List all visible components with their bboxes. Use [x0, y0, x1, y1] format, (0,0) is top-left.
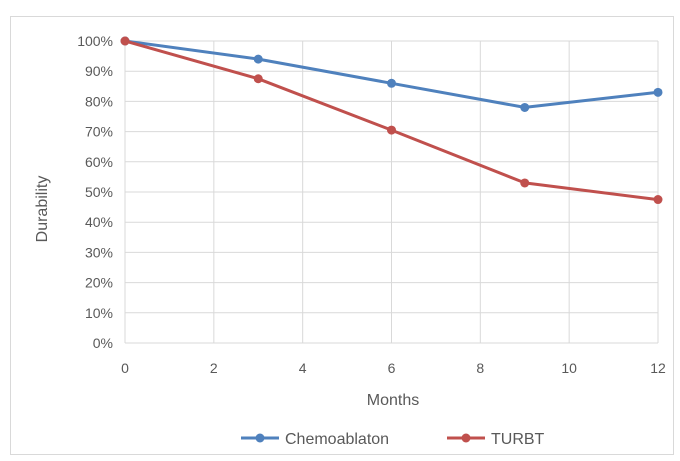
- x-tick-label: 12: [650, 360, 666, 376]
- axes: 0% 10% 20% 30% 40% 50% 60% 70% 80% 90% 100% 0 2 4 6 8 10…: [77, 33, 666, 376]
- data-point: [653, 195, 663, 205]
- x-tick-label: 10: [561, 360, 577, 376]
- y-axis-title: Durability: [34, 176, 51, 243]
- y-tick-label: 30%: [85, 244, 113, 260]
- x-tick-label: 2: [210, 360, 218, 376]
- data-point: [387, 78, 396, 88]
- series-layer: [120, 36, 663, 205]
- line-chart: 0% 10% 20% 30% 40% 50% 60% 70% 80% 90% 100% 0 2 4 6 8 10…: [34, 33, 666, 448]
- x-tick-label: 6: [388, 360, 396, 376]
- y-tick-label: 10%: [85, 305, 113, 321]
- x-axis-title: Months: [367, 392, 419, 409]
- legend-marker: [255, 433, 265, 443]
- x-tick-label: 8: [476, 360, 484, 376]
- legend-label: Chemoablaton: [285, 431, 389, 448]
- y-tick-label: 40%: [85, 214, 113, 230]
- chart-frame: 0% 10% 20% 30% 40% 50% 60% 70% 80% 90% 100% 0 2 4 6 8 10…: [10, 16, 674, 455]
- data-point: [253, 54, 263, 64]
- legend-marker: [461, 433, 471, 443]
- y-tick-label: 80%: [85, 93, 113, 109]
- y-tick-label: 90%: [85, 63, 113, 79]
- y-tick-label: 60%: [85, 154, 113, 170]
- y-tick-label: 100%: [77, 33, 113, 49]
- y-tick-label: 50%: [85, 184, 113, 200]
- data-point: [253, 74, 263, 84]
- y-tick-label: 20%: [85, 275, 113, 291]
- data-point: [387, 125, 396, 135]
- data-point: [120, 36, 130, 46]
- data-point: [520, 102, 530, 112]
- x-tick-label: 0: [121, 360, 129, 376]
- legend-label: TURBT: [491, 431, 545, 448]
- x-tick-label: 4: [299, 360, 307, 376]
- legend: Chemoablaton TURBT: [241, 431, 545, 448]
- grid: [124, 40, 659, 344]
- y-tick-label: 0%: [93, 335, 113, 351]
- y-tick-label: 70%: [85, 124, 113, 140]
- data-point: [653, 87, 663, 97]
- data-point: [520, 178, 530, 188]
